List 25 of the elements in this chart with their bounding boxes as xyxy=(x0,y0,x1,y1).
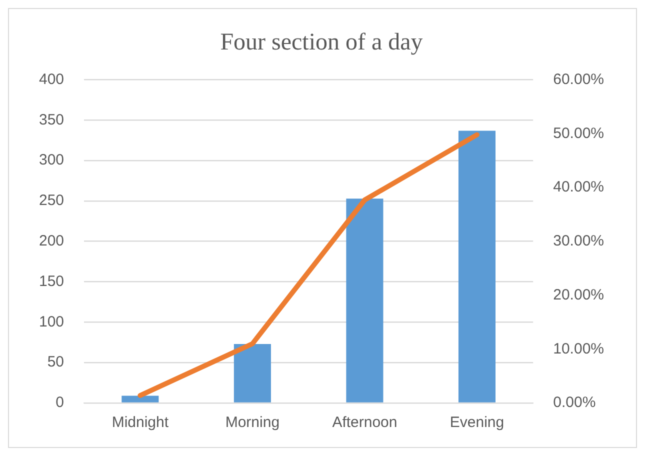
bar xyxy=(122,396,159,402)
y-tick-label: 150 xyxy=(38,272,64,290)
x-tick-label: Afternoon xyxy=(332,414,398,432)
bar xyxy=(234,344,271,402)
y-tick-label: 200 xyxy=(38,232,64,250)
y2-tick-label: 20.00% xyxy=(553,286,604,304)
y-tick-label: 250 xyxy=(38,192,64,210)
bar xyxy=(346,198,384,402)
bar xyxy=(458,130,496,402)
y-tick-label: 100 xyxy=(38,313,64,330)
y2-tick-label: 50.00% xyxy=(553,124,604,142)
y-tick-label: 50 xyxy=(47,354,64,371)
y2-tick-label: 40.00% xyxy=(553,178,604,196)
y-tick-label: 400 xyxy=(38,70,64,88)
y-tick-label: 350 xyxy=(38,111,64,128)
y2-tick-label: 0.00% xyxy=(553,394,596,412)
y-tick-label: 300 xyxy=(38,152,64,169)
y2-tick-label: 30.00% xyxy=(553,232,604,250)
chart-title: Four section of a day xyxy=(220,30,423,56)
x-tick-label: Morning xyxy=(225,414,280,432)
x-tick-label: Midnight xyxy=(112,414,170,432)
y2-tick-label: 10.00% xyxy=(553,340,604,358)
y-tick-label: 0 xyxy=(56,394,64,412)
x-tick-label: Evening xyxy=(450,414,504,432)
y2-tick-label: 60.00% xyxy=(553,70,604,88)
